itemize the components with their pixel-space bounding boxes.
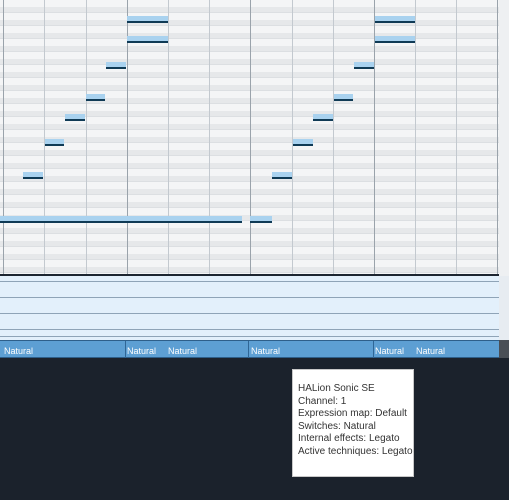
- grid-line: [127, 0, 128, 358]
- midi-note[interactable]: [0, 216, 242, 223]
- grid-line: [456, 0, 457, 358]
- articulation-event[interactable]: Natural: [251, 346, 281, 356]
- controller-grid-line: [0, 313, 499, 314]
- grid-line: [250, 0, 251, 358]
- controller-grid-line: [0, 297, 499, 298]
- controller-grid-line: [0, 329, 499, 330]
- midi-note[interactable]: [127, 36, 168, 43]
- articulation-marker: [248, 341, 249, 358]
- midi-note[interactable]: [272, 172, 292, 179]
- grid-line: [497, 0, 498, 358]
- midi-note[interactable]: [106, 62, 126, 69]
- tooltip-channel: Channel: 1: [298, 395, 347, 407]
- grid-line: [374, 0, 375, 358]
- lane-divider[interactable]: [0, 274, 499, 276]
- tooltip-instrument: HALion Sonic SE: [298, 383, 375, 394]
- articulation-lane-edge: [499, 340, 509, 358]
- tooltip-switches: Switches: Natural: [298, 420, 376, 432]
- midi-note[interactable]: [86, 94, 105, 101]
- articulation-event[interactable]: Natural: [375, 346, 405, 356]
- articulation-event[interactable]: Natural: [416, 346, 446, 356]
- midi-note[interactable]: [375, 16, 415, 23]
- grid-line: [292, 0, 293, 358]
- controller-lane-edge: [499, 276, 509, 340]
- midi-note[interactable]: [313, 114, 333, 121]
- grid-line: [3, 0, 4, 358]
- tooltip-internal-effects: Internal effects: Legato: [298, 433, 400, 444]
- midi-note[interactable]: [250, 216, 272, 223]
- midi-note[interactable]: [65, 114, 85, 121]
- controller-grid-line: [0, 336, 499, 337]
- editor-right-edge: [499, 0, 509, 358]
- instrument-tooltip: HALion Sonic SE Channel: 1 Expression ma…: [292, 369, 414, 477]
- midi-note[interactable]: [23, 172, 43, 179]
- articulation-marker: [373, 341, 374, 358]
- key-editor[interactable]: Natural Natural Natural Natural Natural …: [0, 0, 509, 358]
- tooltip-active-techniques: Active techniques: Legato: [298, 445, 413, 457]
- grid-line: [86, 0, 87, 358]
- grid-line: [333, 0, 334, 358]
- articulation-event[interactable]: Natural: [127, 346, 157, 356]
- midi-note[interactable]: [45, 139, 64, 146]
- grid-line: [168, 0, 169, 358]
- midi-note[interactable]: [375, 36, 415, 43]
- controller-lane[interactable]: [0, 276, 499, 340]
- tooltip-expression-map: Expression map: Default: [298, 408, 407, 419]
- midi-note[interactable]: [127, 16, 168, 23]
- midi-note[interactable]: [354, 62, 374, 69]
- grid-line: [209, 0, 210, 358]
- articulation-event[interactable]: Natural: [4, 346, 34, 356]
- articulation-event[interactable]: Natural: [168, 346, 198, 356]
- articulation-lane[interactable]: Natural Natural Natural Natural Natural …: [0, 340, 499, 358]
- midi-note[interactable]: [334, 94, 353, 101]
- controller-grid-line: [0, 281, 499, 282]
- grid-line: [44, 0, 45, 358]
- grid-line: [415, 0, 416, 358]
- midi-note[interactable]: [293, 139, 313, 146]
- articulation-marker: [125, 341, 126, 358]
